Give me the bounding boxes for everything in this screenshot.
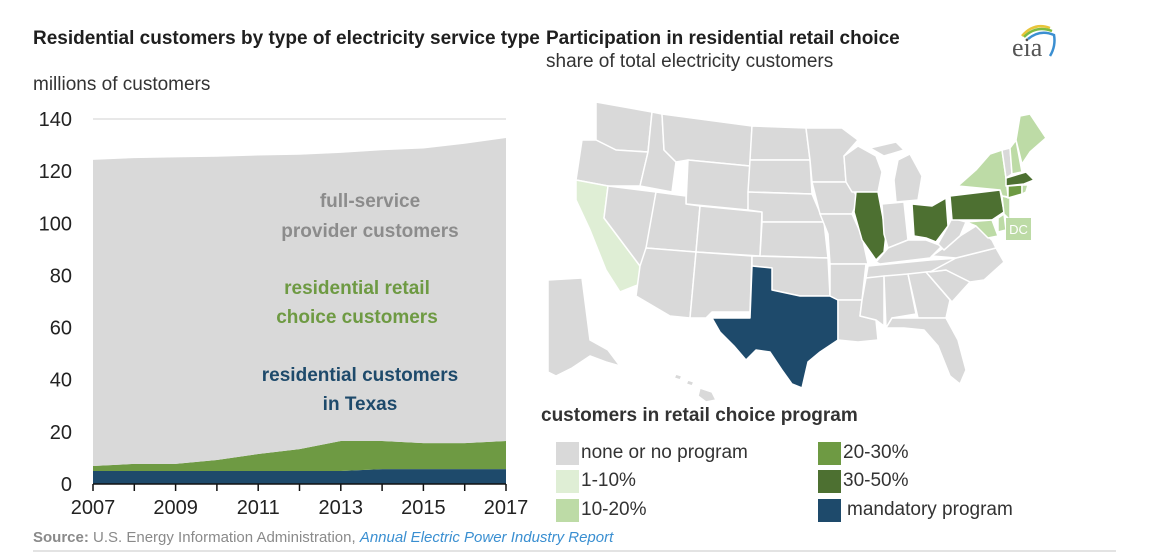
legend-label: 20-30% <box>843 442 909 463</box>
legend-item-mandatory: mandatory program <box>818 498 1013 522</box>
state-WI <box>843 145 883 193</box>
state-MD <box>965 219 999 239</box>
state-PA <box>949 189 1005 221</box>
source-link[interactable]: Annual Electric Power Industry Report <box>359 529 614 546</box>
x-axis <box>92 483 507 491</box>
state-IL <box>853 191 887 261</box>
area-residential-retail-choice-customers <box>93 440 506 471</box>
legend-swatch <box>818 441 841 465</box>
legend-swatch <box>818 469 841 493</box>
left-chart-title: Residential customers by type of electri… <box>33 28 540 49</box>
legend-label: none or no program <box>581 442 748 463</box>
state-CT <box>1007 184 1023 199</box>
y-tick-label: 0 <box>61 474 72 496</box>
state-GA <box>907 271 951 319</box>
legend-title: customers in retail choice program <box>541 405 858 426</box>
map-title: Participation in residential retail choi… <box>546 28 900 49</box>
x-tick-label: 2009 <box>153 497 198 519</box>
y-tick-label: 140 <box>39 109 72 131</box>
state-TX <box>711 265 839 389</box>
state-KS <box>759 221 829 259</box>
state-OH <box>911 197 949 243</box>
state-RI <box>1021 184 1029 195</box>
state-SD <box>747 159 813 195</box>
state-MA <box>1005 171 1035 187</box>
legend-item-20-30: 20-30% <box>818 441 909 465</box>
y-axis-ticks: 0 20 40 60 80 100 120 140 <box>39 109 72 496</box>
x-tick-label: 2017 <box>484 497 529 519</box>
source-text: U.S. Energy Information Administration, <box>88 529 360 546</box>
y-tick-label: 60 <box>50 318 72 340</box>
state-DE <box>997 213 1007 233</box>
area-residential-customers-in-texas <box>93 469 506 484</box>
dc-box <box>1006 218 1031 240</box>
left-chart-units: millions of customers <box>33 74 211 95</box>
y-tick-label: 20 <box>50 422 72 444</box>
state-AZ <box>635 247 697 319</box>
legend-label: 30-50% <box>843 470 909 491</box>
state-AK <box>547 277 621 377</box>
eia-logo: eia <box>1012 25 1056 62</box>
footer-rule <box>33 550 1116 552</box>
y-tick-label: 100 <box>39 213 72 235</box>
legend-swatch <box>556 441 579 465</box>
state-MT <box>661 113 753 167</box>
state-CO <box>695 205 763 257</box>
state-MI <box>869 141 923 203</box>
state-FL <box>885 317 967 385</box>
legend-item-1-10: 1-10% <box>556 469 636 493</box>
texas-label-line2: in Texas <box>323 394 398 415</box>
state-HI <box>697 387 717 403</box>
state-NH <box>1009 139 1023 175</box>
us-map: DC <box>547 101 1047 403</box>
state-HI-islands <box>673 373 695 387</box>
legend-swatch <box>818 498 841 522</box>
legend-item-none: none or no program <box>556 441 748 465</box>
state-KY <box>875 239 943 265</box>
legend-label: 1-10% <box>581 470 636 491</box>
state-ND <box>749 125 811 161</box>
legend-swatch <box>556 498 579 522</box>
state-NY <box>957 149 1017 199</box>
source-note: Source: U.S. Energy Information Administ… <box>33 529 613 546</box>
full-service-label-line2: provider customers <box>281 221 458 242</box>
x-tick-label: 2007 <box>71 497 116 519</box>
legend-label: 10-20% <box>581 499 647 520</box>
state-AL <box>883 273 917 329</box>
x-axis-ticks: 2007 2009 2011 2013 2015 2017 <box>71 497 529 519</box>
retail-choice-label-line2: choice customers <box>276 307 438 328</box>
full-service-label-line1: full-service <box>320 191 420 212</box>
retail-choice-label-line1: residential retail <box>284 278 430 299</box>
state-NC <box>929 247 1005 283</box>
x-tick-label: 2015 <box>401 497 446 519</box>
y-tick-label: 120 <box>39 161 72 183</box>
texas-label-line1: residential customers <box>262 365 458 386</box>
legend-label: mandatory program <box>847 499 1013 520</box>
y-tick-label: 80 <box>50 265 72 287</box>
state-ME <box>1015 113 1047 165</box>
source-label: Source: <box>33 529 89 546</box>
x-tick-label: 2011 <box>237 497 280 519</box>
area-series <box>93 138 506 484</box>
legend-item-10-20: 10-20% <box>556 498 647 522</box>
legend-swatch <box>556 469 579 493</box>
state-AR <box>829 263 867 301</box>
legend-item-30-50: 30-50% <box>818 469 909 493</box>
state-MO <box>819 213 869 265</box>
area-full-service-provider-customers <box>93 138 506 467</box>
x-tick-label: 2013 <box>319 497 364 519</box>
state-NM <box>689 251 753 319</box>
state-WY <box>685 159 751 211</box>
map-subtitle: share of total electricity customers <box>546 51 834 72</box>
y-tick-label: 40 <box>50 370 72 392</box>
dc-label: DC <box>1009 222 1028 237</box>
eia-logo-text: eia <box>1012 33 1043 62</box>
